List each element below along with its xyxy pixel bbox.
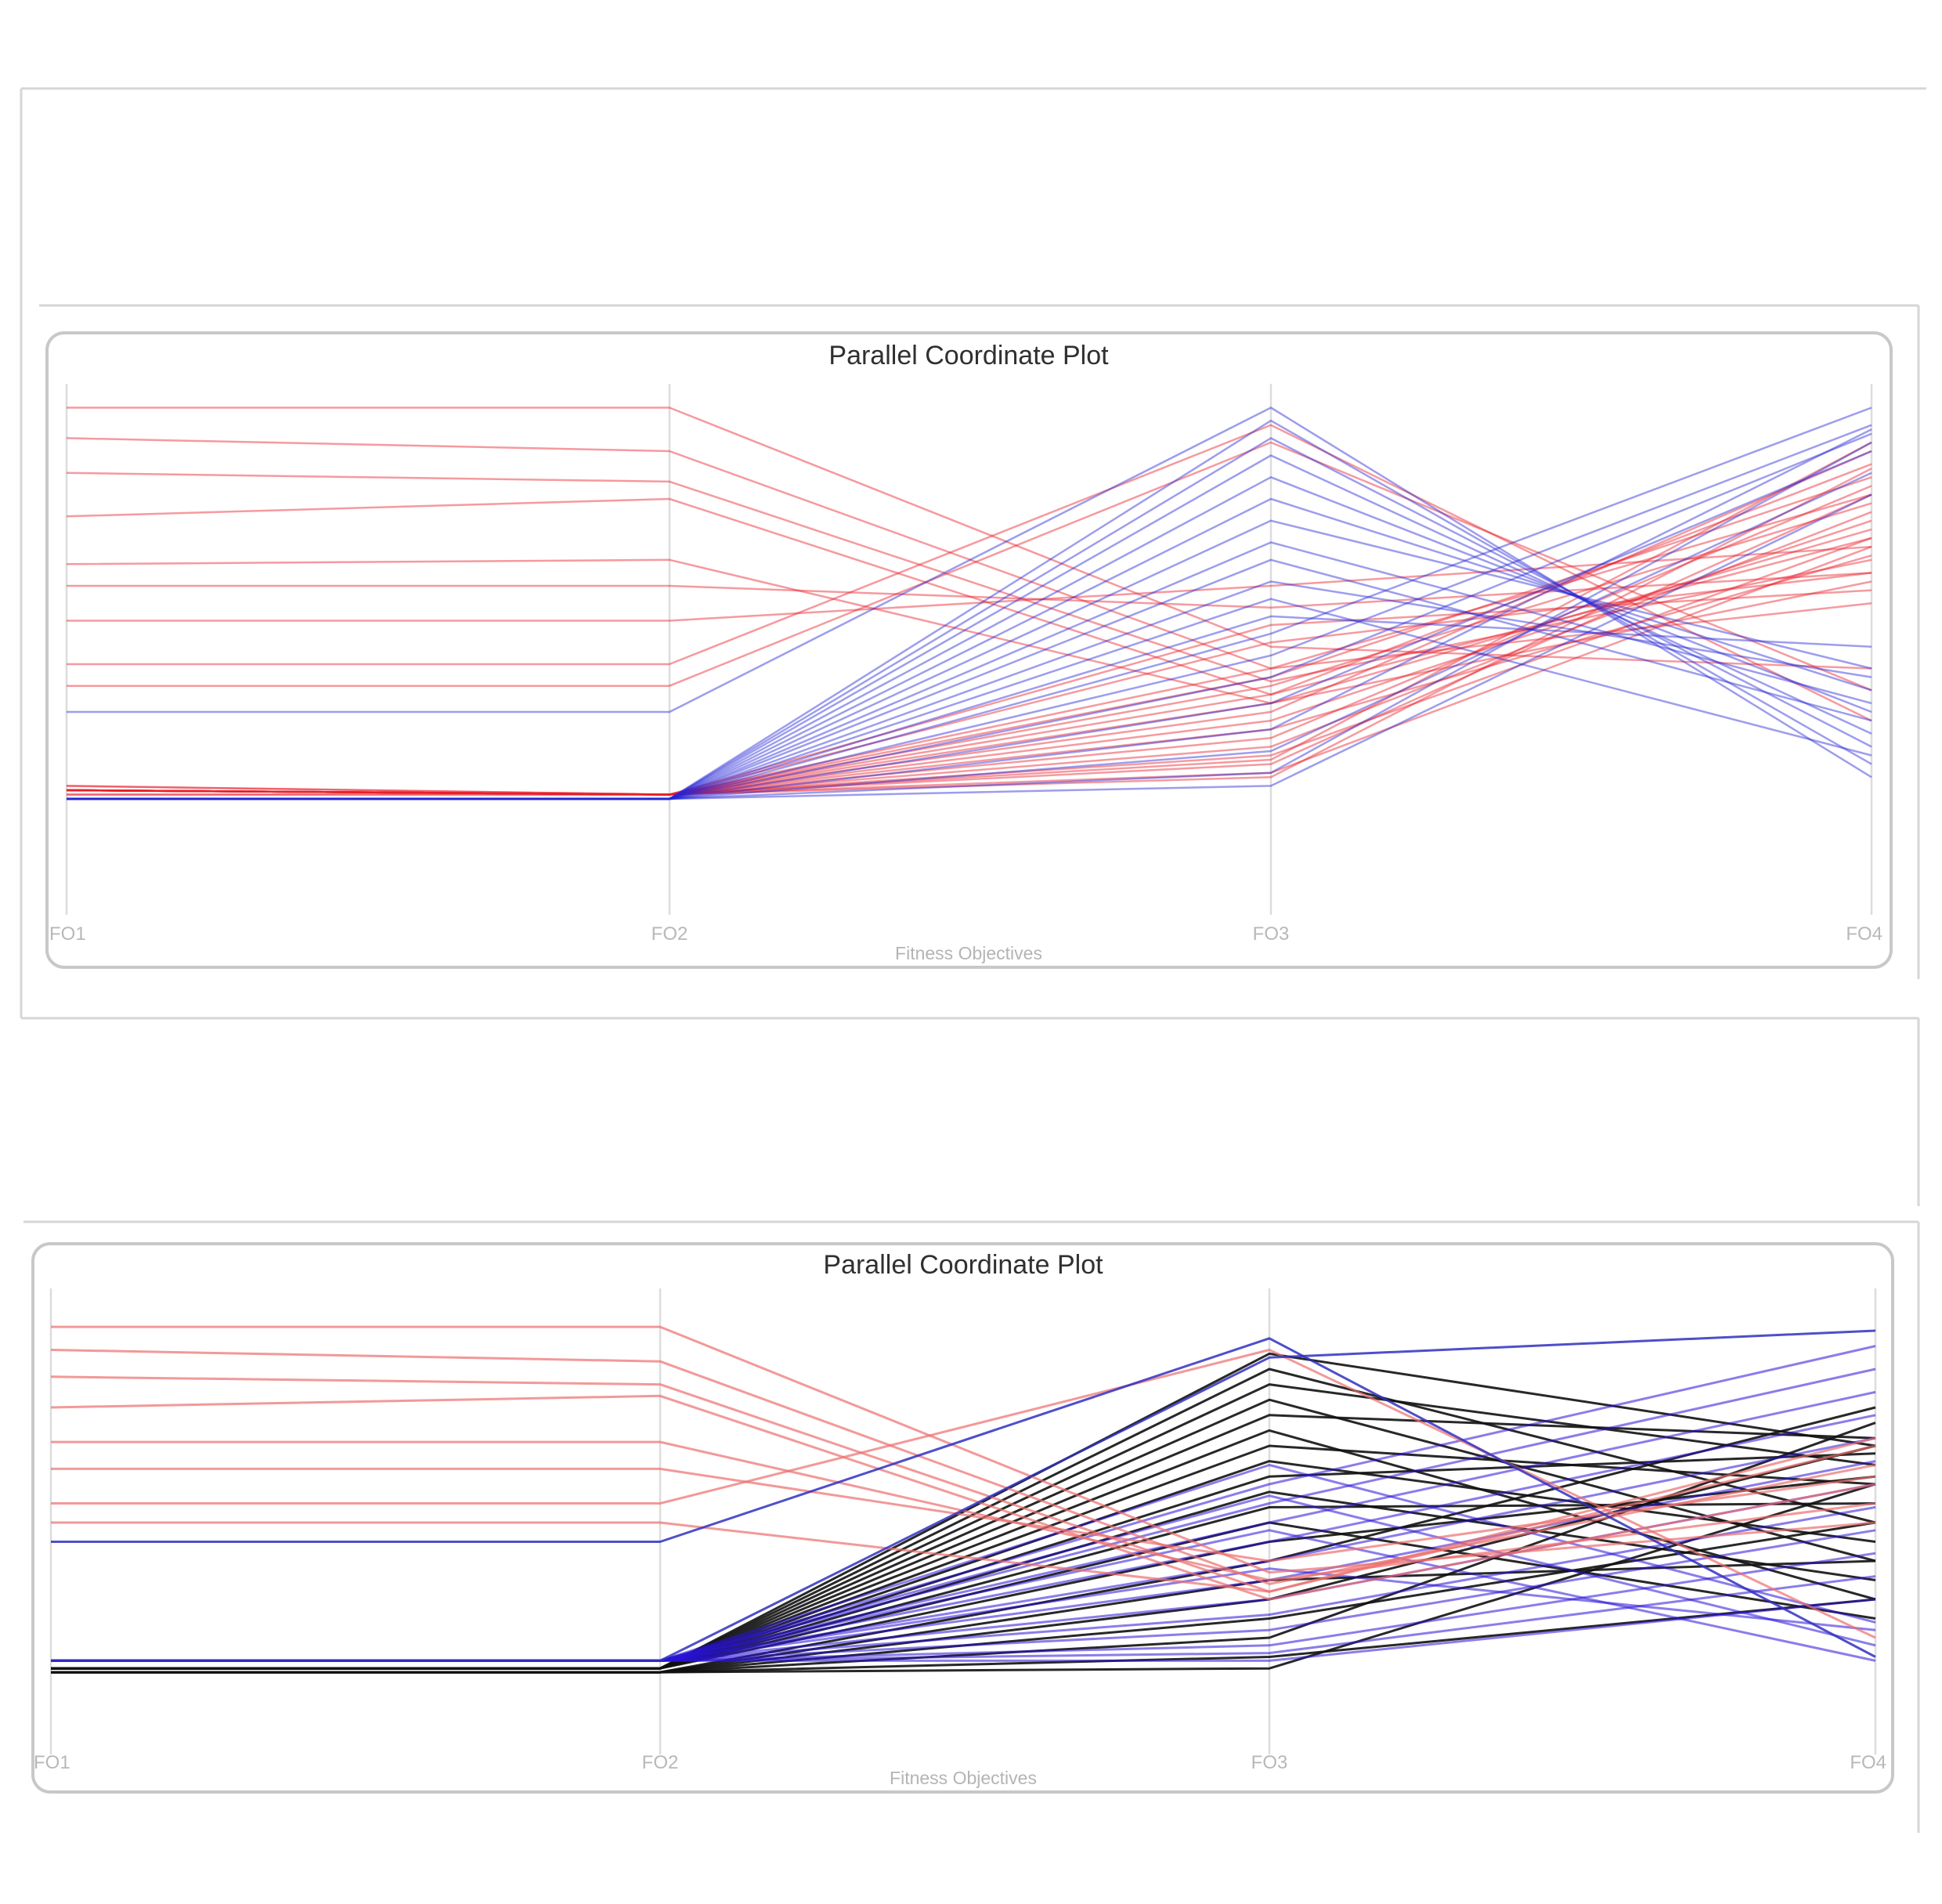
series-series_a-line-1 <box>66 437 1872 670</box>
series-series_a-line-9 <box>66 493 1872 796</box>
series-series_b-line-10 <box>67 598 1872 800</box>
axis-tick-fo1: FO1 <box>49 923 86 945</box>
series-series_a-line-23 <box>66 468 1872 796</box>
series-series_a-line-16 <box>66 554 1872 796</box>
chart-panel-top <box>45 331 1893 969</box>
series-series_a-line-4 <box>66 558 1872 705</box>
axes-top <box>65 384 1873 915</box>
series-series_b-line-14 <box>67 432 1872 800</box>
series-series_a-line-21 <box>66 493 1872 796</box>
series-series_a-line-6 <box>67 545 1872 622</box>
polylines-top <box>66 406 1872 800</box>
series-series_b-line-1 <box>67 419 1872 800</box>
series-series_b-line-9 <box>67 580 1872 800</box>
series-series_a-line-10 <box>66 476 1872 796</box>
series-series_b-line-4 <box>67 476 1872 800</box>
series-series_a-line-25 <box>67 572 1872 796</box>
series-series_b-line-19 <box>67 493 1872 800</box>
series-series_a-line-2 <box>66 471 1872 683</box>
axis-tick-fo3: FO3 <box>1251 1752 1288 1773</box>
series-series_b-line-11 <box>67 615 1872 800</box>
x-axis-label-top: Fitness Objectives <box>895 943 1042 963</box>
x-axis-label-bottom: Fitness Objectives <box>890 1768 1037 1788</box>
series-series_a-line-15 <box>66 519 1872 796</box>
series-series_a-line-3 <box>66 497 1872 696</box>
series-series_b-line-13 <box>67 424 1872 800</box>
series-series_b-line-12 <box>67 406 1872 800</box>
axis-tick-fo1: FO1 <box>34 1752 70 1773</box>
series-series_a-line-7 <box>67 424 1872 722</box>
axis-ticks-top: FO1 FO2 FO3 FO4 <box>49 923 1882 945</box>
series-series_a-line-18 <box>66 511 1872 796</box>
polylines-bottom <box>50 1325 1876 1674</box>
series-series_a-line-19 <box>51 1483 1876 1674</box>
series-series_a-line-24 <box>67 589 1872 796</box>
series-series_c-line-1 <box>50 1349 1876 1585</box>
series-series_b-line-16 <box>67 428 1872 800</box>
series-series_a-line-12 <box>66 463 1872 796</box>
chart-panel-bottom <box>31 1242 1894 1794</box>
series-series_a-line-14 <box>66 450 1872 796</box>
series-series_b-line-5 <box>67 497 1872 800</box>
parallel-plot-bottom: Parallel Coordinate Plot FO1 FO2 FO3 FO4 Fi… <box>31 1242 1894 1794</box>
axis-tick-fo2: FO2 <box>642 1752 679 1773</box>
axis-ticks-bottom: FO1 FO2 FO3 FO4 <box>34 1752 1886 1773</box>
series-series_b-line-7 <box>67 541 1872 800</box>
axis-tick-fo4: FO4 <box>1846 923 1882 945</box>
series-series_b-line-8 <box>67 558 1872 800</box>
frame-lines <box>20 87 1926 1833</box>
series-series_a-line-8 <box>67 441 1872 692</box>
series-series_a-line-17 <box>66 485 1872 796</box>
series-series_a-line-12 <box>51 1475 1876 1670</box>
parallel-plot-top: Parallel Coordinate Plot FO1 FO2 FO3 FO4 Fi… <box>45 331 1893 969</box>
series-series_b-line-6 <box>67 519 1872 800</box>
series-series_b-line-0 <box>67 406 1872 779</box>
series-series_c-line-6 <box>51 1349 1876 1639</box>
series-series_b-line-2 <box>67 437 1872 800</box>
series-series_c-line-5 <box>51 1467 1876 1563</box>
axis-tick-fo3: FO3 <box>1253 923 1290 945</box>
series-series_a-line-20 <box>66 441 1872 796</box>
chart-title-top: Parallel Coordinate Plot <box>828 341 1109 370</box>
series-series_a-line-13 <box>66 528 1872 796</box>
series-series_b-line-3 <box>67 454 1872 800</box>
series-series_a-line-11 <box>66 502 1872 796</box>
axis-tick-fo4: FO4 <box>1850 1752 1886 1773</box>
series-series_c-line-7 <box>51 1436 1876 1593</box>
series-series_c-line-0 <box>51 1325 1876 1574</box>
series-series_a-line-19 <box>66 537 1872 796</box>
series-series_d-line-0 <box>51 1337 1876 1658</box>
series-series_b-line-18 <box>67 441 1872 800</box>
series-series_d-line-1 <box>51 1329 1876 1662</box>
series-series_c-line-4 <box>51 1440 1876 1581</box>
series-series_a-line-22 <box>66 545 1872 796</box>
series-series_a-line-0 <box>67 406 1872 670</box>
series-series_b-line-15 <box>67 450 1872 800</box>
series-series_b-line-17 <box>67 471 1872 800</box>
chart-title-bottom: Parallel Coordinate Plot <box>823 1250 1103 1280</box>
axis-tick-fo2: FO2 <box>652 923 688 945</box>
series-series_a-line-5 <box>67 572 1872 609</box>
